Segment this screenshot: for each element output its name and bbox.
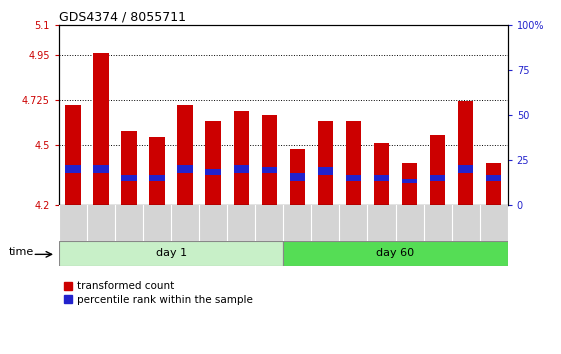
- Bar: [430, 135, 445, 205]
- Bar: [396, 205, 424, 266]
- Bar: [486, 163, 502, 205]
- Bar: [65, 105, 81, 205]
- Bar: [402, 179, 417, 183]
- Bar: [374, 143, 389, 205]
- Bar: [177, 105, 193, 205]
- Bar: [233, 165, 249, 173]
- Text: day 60: day 60: [376, 248, 415, 258]
- Bar: [318, 167, 333, 175]
- FancyBboxPatch shape: [283, 241, 508, 266]
- Bar: [311, 205, 339, 266]
- Bar: [283, 205, 311, 266]
- Text: GDS4374 / 8055711: GDS4374 / 8055711: [59, 11, 186, 24]
- Bar: [339, 205, 367, 266]
- Bar: [458, 165, 473, 173]
- Bar: [227, 205, 255, 266]
- Bar: [480, 205, 508, 266]
- Bar: [121, 131, 137, 205]
- Bar: [59, 205, 87, 266]
- Bar: [452, 205, 480, 266]
- Bar: [289, 149, 305, 205]
- Bar: [346, 175, 361, 181]
- Bar: [261, 167, 277, 173]
- Bar: [87, 205, 115, 266]
- Bar: [115, 205, 143, 266]
- Bar: [65, 165, 81, 173]
- Bar: [458, 101, 473, 205]
- Bar: [93, 53, 109, 205]
- Bar: [233, 111, 249, 205]
- Bar: [261, 115, 277, 205]
- Bar: [255, 205, 283, 266]
- Bar: [143, 205, 171, 266]
- Bar: [93, 165, 109, 173]
- Bar: [205, 169, 221, 175]
- Bar: [121, 175, 137, 181]
- Bar: [205, 121, 221, 205]
- Bar: [430, 175, 445, 181]
- Bar: [289, 173, 305, 181]
- Text: time: time: [9, 247, 34, 257]
- Bar: [149, 137, 165, 205]
- Bar: [149, 175, 165, 181]
- Bar: [374, 175, 389, 181]
- Bar: [199, 205, 227, 266]
- Bar: [486, 175, 502, 181]
- Bar: [402, 163, 417, 205]
- Bar: [318, 121, 333, 205]
- FancyBboxPatch shape: [59, 241, 283, 266]
- Bar: [346, 121, 361, 205]
- Bar: [424, 205, 452, 266]
- Bar: [171, 205, 199, 266]
- Text: day 1: day 1: [155, 248, 187, 258]
- Bar: [367, 205, 396, 266]
- Bar: [177, 165, 193, 173]
- Legend: transformed count, percentile rank within the sample: transformed count, percentile rank withi…: [64, 281, 252, 305]
